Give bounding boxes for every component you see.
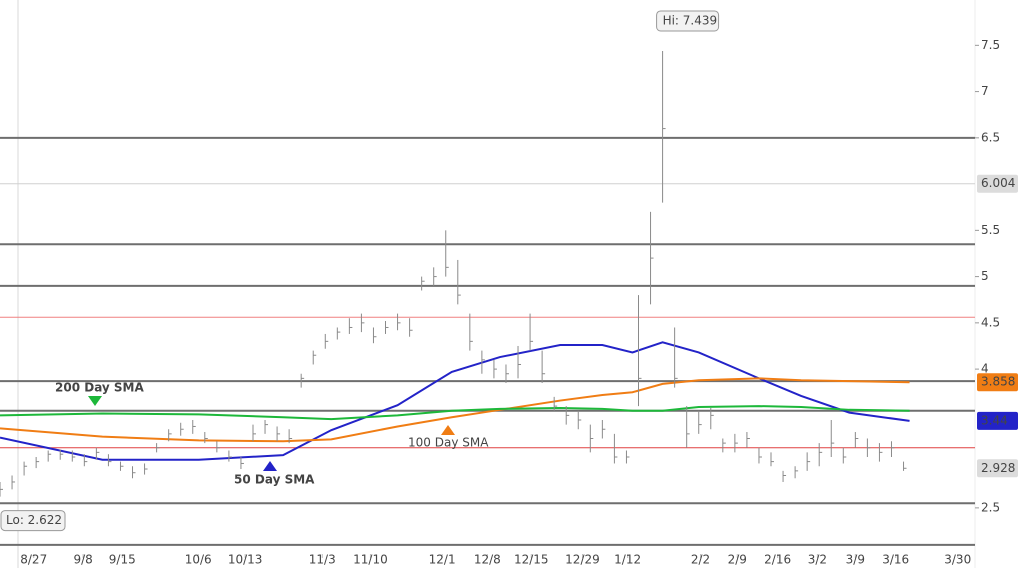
x-tick-label: 9/15: [109, 553, 136, 567]
x-tick-label: 8/27: [20, 553, 47, 567]
x-tick-label: 2/16: [764, 553, 791, 567]
sma-name: 200 Day SMA: [55, 381, 145, 395]
sma-marker: [441, 425, 455, 435]
x-tick-label: 3/30: [944, 553, 971, 567]
x-tick-label: 1/12: [614, 553, 641, 567]
price-box: [977, 459, 1018, 478]
y-tick-label: 4: [981, 362, 989, 376]
x-tick-label: 10/13: [228, 553, 263, 567]
sma-marker: [88, 396, 102, 406]
x-tick-label: 12/15: [514, 553, 549, 567]
x-tick-label: 10/6: [185, 553, 212, 567]
x-tick-label: 12/1: [429, 553, 456, 567]
x-tick-label: 2/2: [691, 553, 710, 567]
x-tick-label: 11/10: [353, 553, 388, 567]
x-tick-label: 3/9: [846, 553, 865, 567]
hi-box: [656, 10, 720, 32]
lo-label: Lo: 2.622: [6, 513, 62, 527]
price-label: 3.858: [981, 375, 1015, 389]
hi-label: Hi: 7.439: [663, 13, 718, 27]
y-tick-label: 7.5: [981, 38, 1000, 52]
x-tick-label: 12/29: [565, 553, 600, 567]
x-tick-label: 3/2: [808, 553, 827, 567]
price-box: [977, 174, 1018, 193]
sma-line: [0, 341, 910, 461]
x-tick-label: 3/16: [882, 553, 909, 567]
x-tick-label: 12/8: [474, 553, 501, 567]
lo-box: [0, 510, 66, 532]
y-tick-label: 7: [981, 84, 989, 98]
sma-line: [0, 377, 910, 443]
price-label: 6.004: [981, 176, 1015, 190]
y-tick-label: 4.5: [981, 315, 1000, 329]
y-tick-label: 2.5: [981, 500, 1000, 514]
price-label: 2.928: [981, 461, 1015, 475]
x-tick-label: 9/8: [73, 553, 92, 567]
x-tick-label: 11/3: [309, 553, 336, 567]
y-tick-label: 5: [981, 269, 989, 283]
y-tick-label: 6.5: [981, 130, 1000, 144]
price-box: [977, 411, 1018, 430]
x-tick-label: 2/9: [728, 553, 747, 567]
sma-marker: [263, 461, 277, 471]
sma-name: 50 Day SMA: [234, 473, 315, 487]
price-box: [977, 373, 1018, 392]
y-tick-label: 5.5: [981, 223, 1000, 237]
sma-line: [0, 405, 910, 421]
sma-name: 100 Day SMA: [408, 436, 489, 450]
price-label: 3.44: [981, 413, 1008, 427]
